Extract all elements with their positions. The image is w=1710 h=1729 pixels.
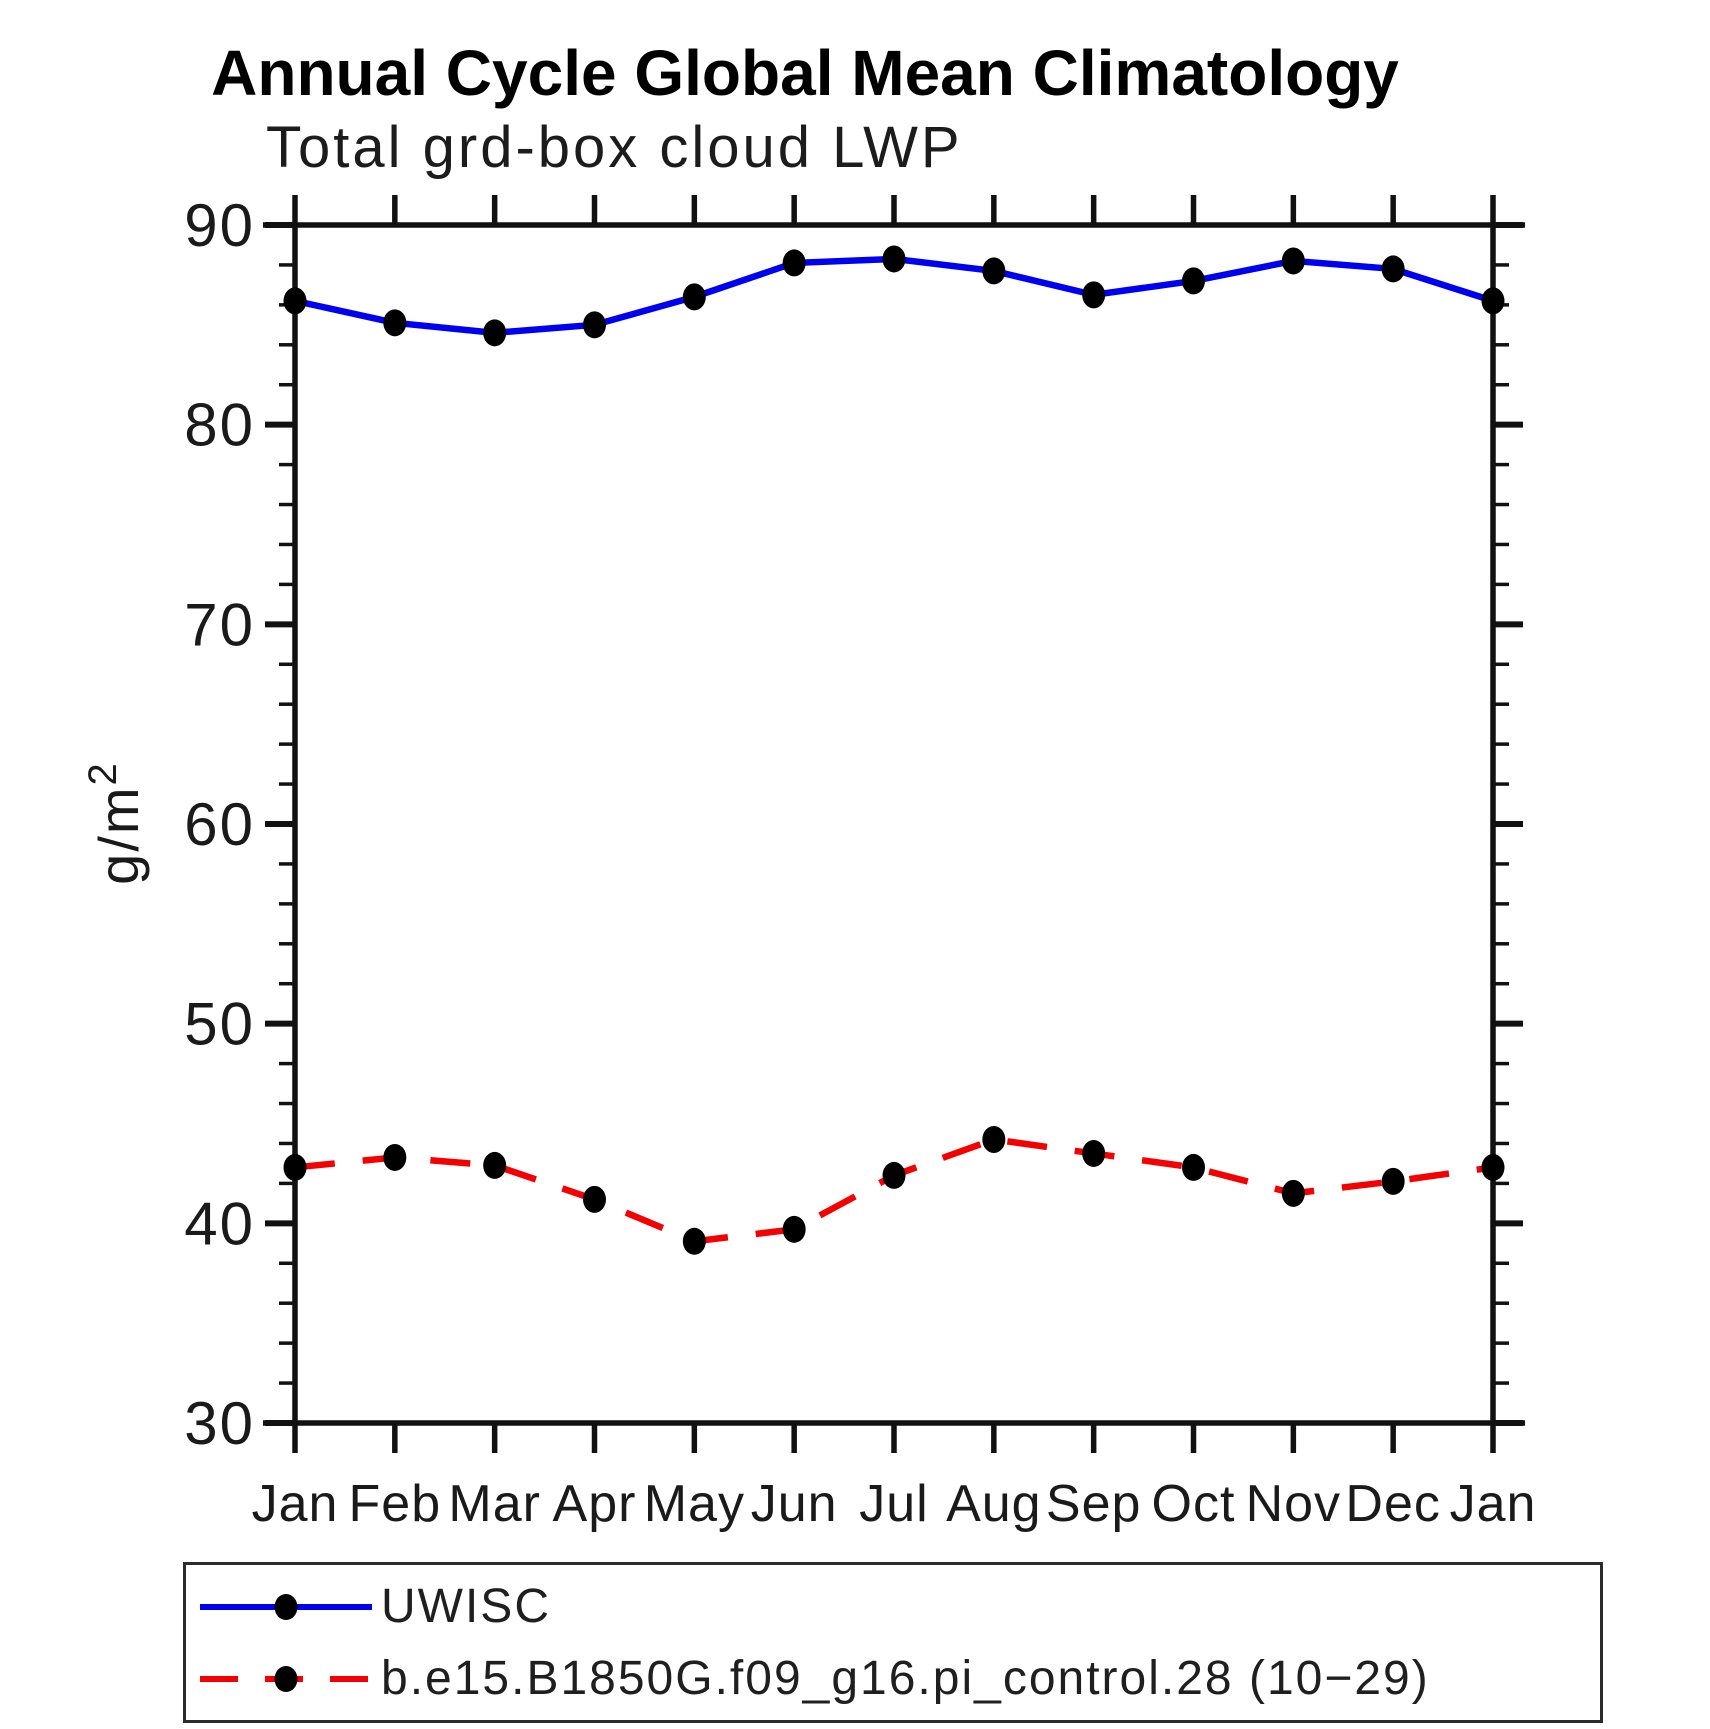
y-axis-ticks bbox=[265, 222, 1523, 1426]
page-title: Annual Cycle Global Mean Climatology bbox=[211, 37, 1399, 109]
data-point-marker bbox=[1381, 1167, 1405, 1195]
svg-text:Apr: Apr bbox=[553, 1475, 637, 1533]
data-point-marker bbox=[283, 287, 307, 315]
svg-text:Jun: Jun bbox=[751, 1475, 838, 1533]
svg-text:Dec: Dec bbox=[1345, 1475, 1440, 1533]
legend-item-uwisc: UWISC bbox=[193, 1578, 1600, 1636]
data-point-marker bbox=[283, 1153, 307, 1181]
svg-text:50: 50 bbox=[184, 991, 255, 1058]
svg-text:Nov: Nov bbox=[1246, 1475, 1341, 1533]
series-line-1 bbox=[294, 1136, 1494, 1245]
svg-text:Mar: Mar bbox=[448, 1475, 541, 1533]
svg-text:80: 80 bbox=[184, 392, 255, 459]
data-point-marker bbox=[782, 249, 806, 277]
data-point-marker bbox=[682, 1227, 706, 1255]
data-point-marker bbox=[383, 309, 407, 337]
data-point-marker bbox=[583, 1185, 606, 1213]
svg-text:g/m2: g/m2 bbox=[81, 761, 150, 885]
data-point-marker bbox=[383, 1143, 407, 1171]
legend-line-sample-solid bbox=[200, 1593, 372, 1620]
legend-box: UWISC b.e15.B1850G.f09_g16.pi_control.28… bbox=[183, 1562, 1603, 1723]
data-point-marker bbox=[682, 283, 706, 311]
data-point-marker bbox=[982, 257, 1006, 285]
data-point-marker bbox=[1381, 255, 1405, 283]
legend-label: b.e15.B1850G.f09_g16.pi_control.28 (10−2… bbox=[381, 1652, 1430, 1705]
data-point-marker bbox=[982, 1125, 1006, 1153]
data-point-marker bbox=[483, 319, 507, 347]
svg-text:May: May bbox=[644, 1475, 745, 1533]
data-point-marker bbox=[1082, 281, 1106, 309]
data-point-marker bbox=[1182, 1153, 1205, 1181]
data-point-marker bbox=[1481, 287, 1505, 315]
svg-text:Aug: Aug bbox=[946, 1475, 1042, 1533]
svg-text:Jan: Jan bbox=[1450, 1475, 1537, 1533]
data-point-marker bbox=[1182, 267, 1205, 295]
data-point-marker bbox=[1281, 247, 1305, 275]
data-point-marker bbox=[882, 245, 906, 273]
svg-text:Jul: Jul bbox=[859, 1475, 928, 1533]
svg-text:40: 40 bbox=[184, 1190, 255, 1257]
series-1 bbox=[283, 1125, 1505, 1255]
svg-text:Feb: Feb bbox=[349, 1475, 442, 1533]
data-point-marker bbox=[1481, 1153, 1505, 1181]
data-point-marker bbox=[882, 1161, 906, 1189]
svg-text:70: 70 bbox=[184, 591, 255, 658]
legend-item-model: b.e15.B1850G.f09_g16.pi_control.28 (10−2… bbox=[193, 1650, 1600, 1708]
data-point-marker bbox=[483, 1151, 507, 1179]
data-point-marker bbox=[583, 311, 606, 339]
legend-label: UWISC bbox=[381, 1580, 551, 1633]
plot-frame bbox=[263, 222, 1525, 1426]
legend-line-sample-dashed bbox=[200, 1665, 372, 1692]
series-0 bbox=[283, 245, 1505, 347]
svg-text:Sep: Sep bbox=[1046, 1475, 1142, 1533]
svg-text:Oct: Oct bbox=[1152, 1475, 1236, 1533]
data-point-marker bbox=[782, 1215, 806, 1243]
y-axis-labels: 30 40 50 60 70 80 90 bbox=[184, 192, 255, 1457]
data-point-marker bbox=[1281, 1179, 1305, 1207]
y-axis-title: g/m2 bbox=[81, 761, 150, 885]
x-axis-labels: Jan Feb Mar Apr May Jun Jul Aug Sep Oct Nov Dec Jan bbox=[252, 1475, 1537, 1533]
svg-text:Jan: Jan bbox=[252, 1475, 339, 1533]
svg-text:30: 30 bbox=[184, 1390, 255, 1457]
x-axis-ticks bbox=[292, 195, 1496, 1453]
chart-subtitle: Total grd-box cloud LWP bbox=[266, 115, 963, 180]
data-point-marker bbox=[1082, 1139, 1106, 1167]
svg-text:60: 60 bbox=[184, 791, 255, 858]
svg-text:90: 90 bbox=[184, 192, 255, 259]
